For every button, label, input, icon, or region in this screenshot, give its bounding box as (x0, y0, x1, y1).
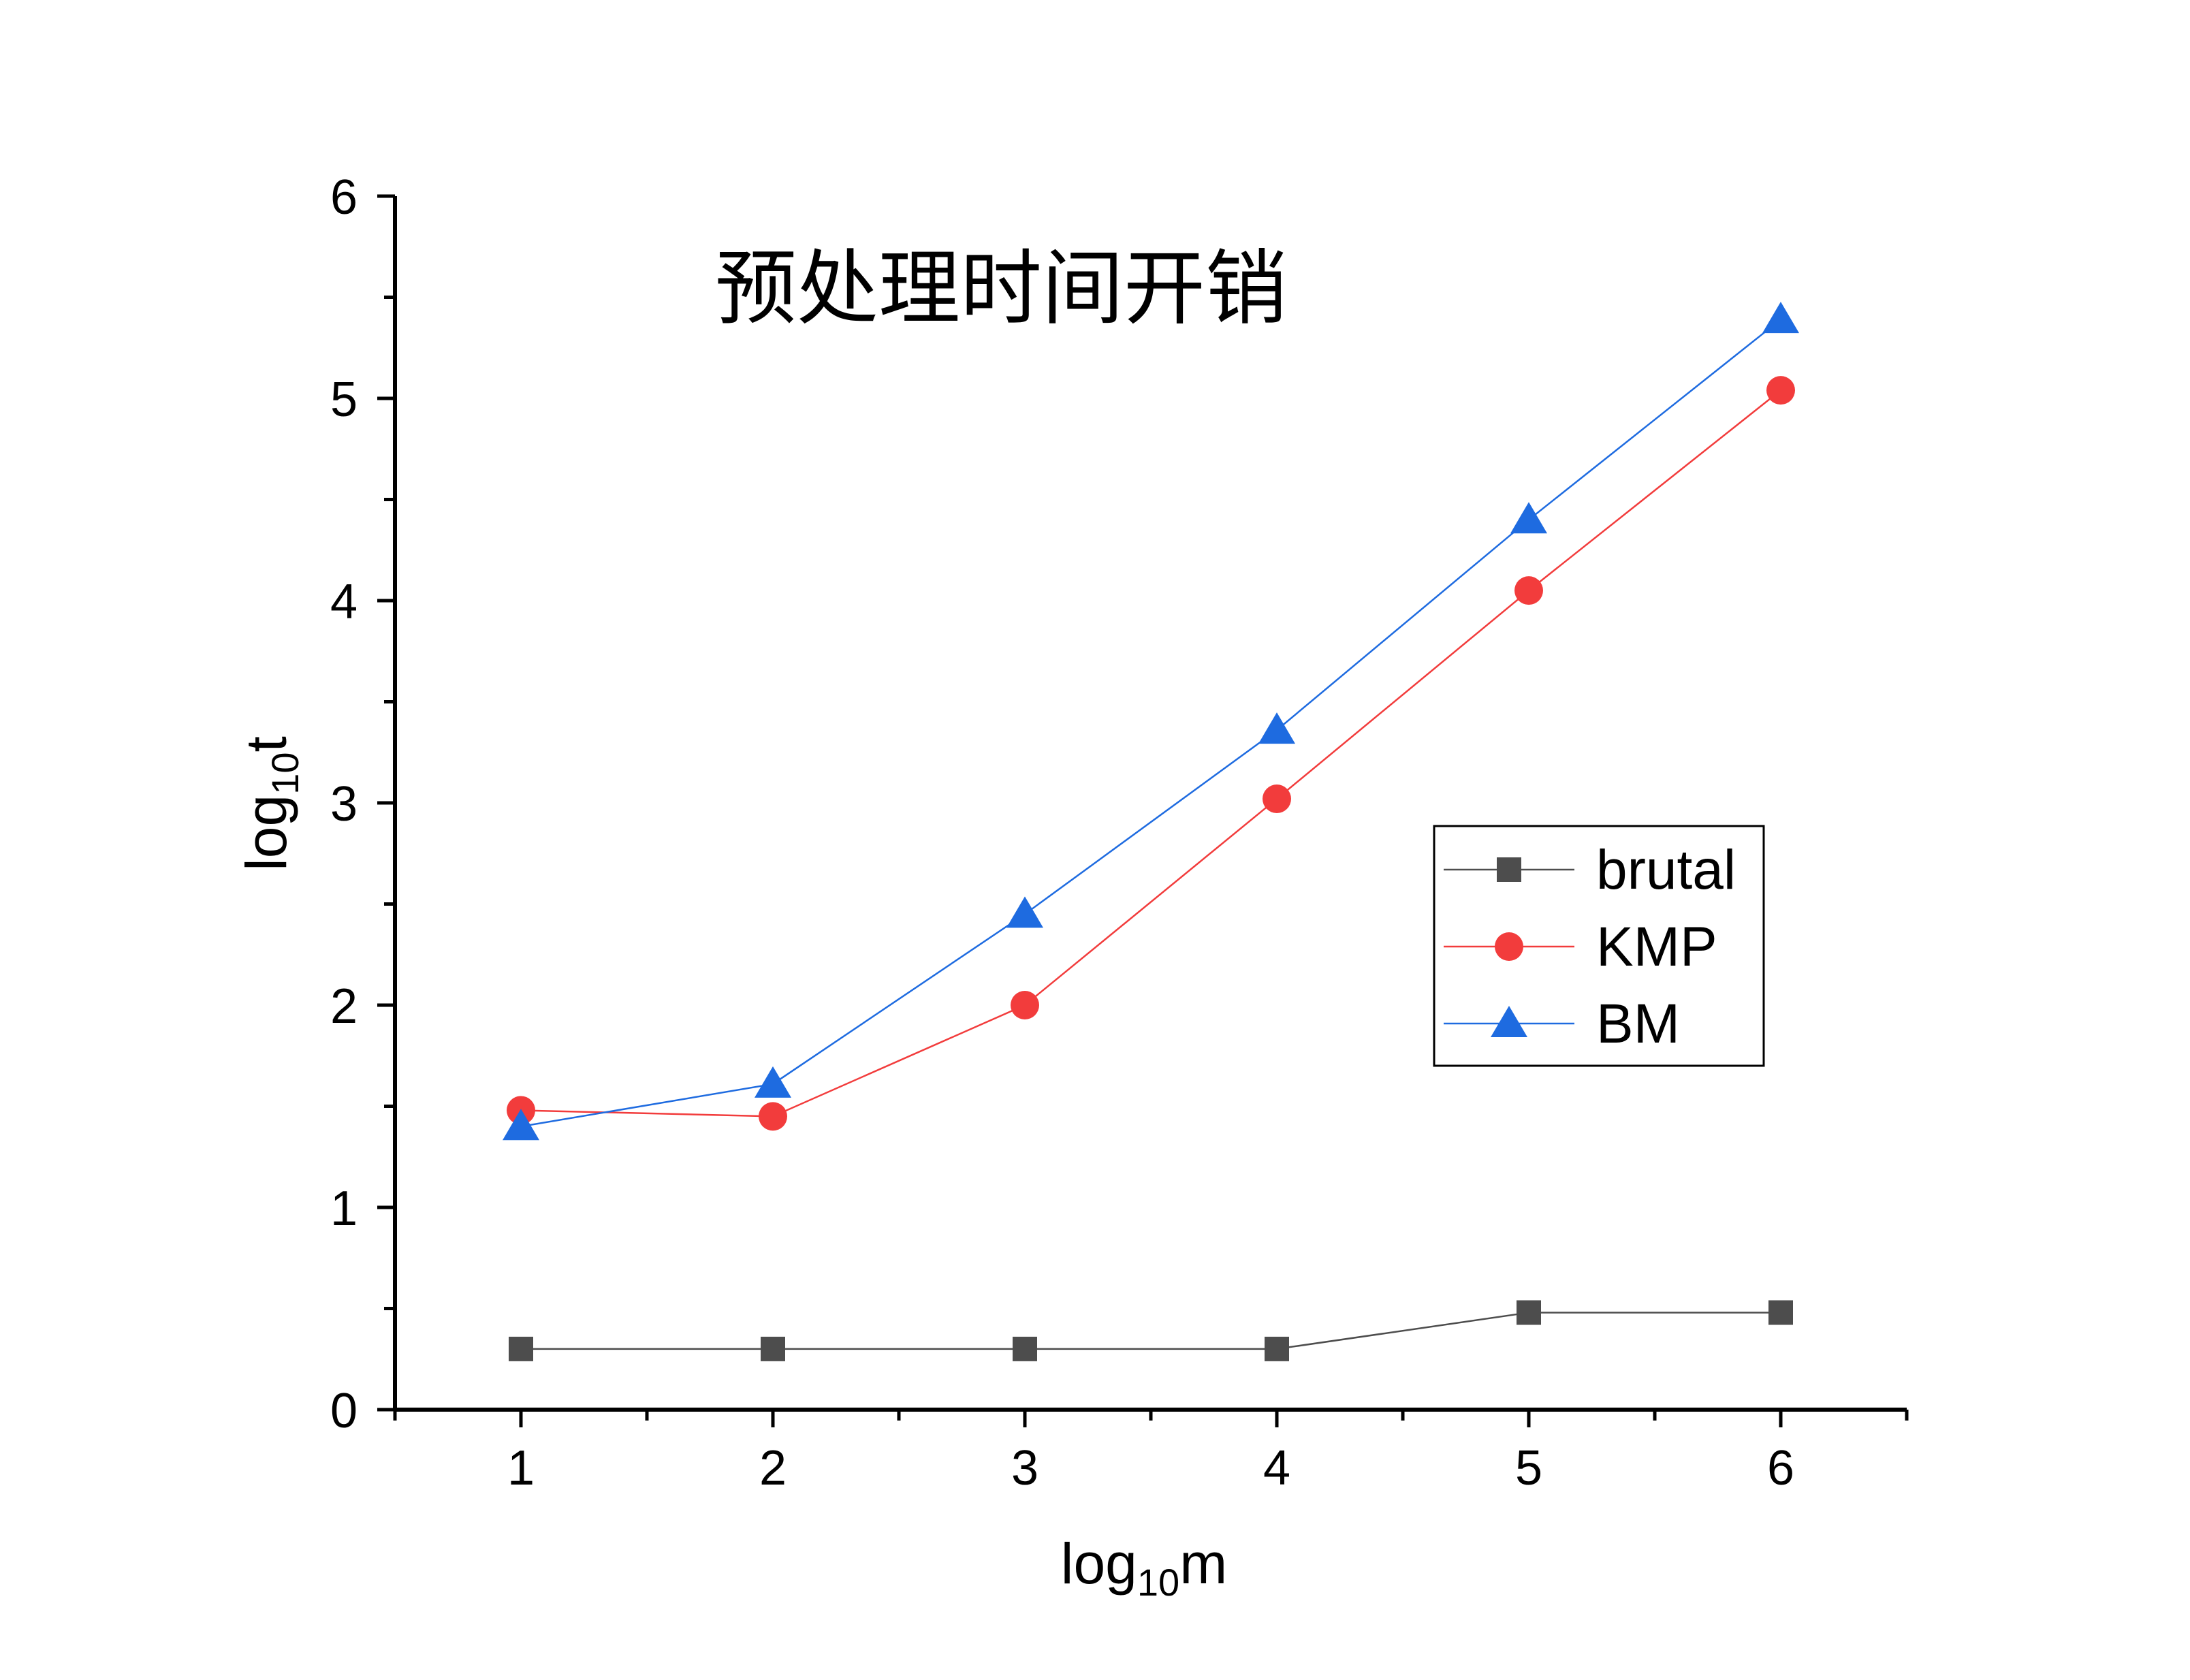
x-tick-label: 6 (1767, 1441, 1794, 1495)
series-bm (503, 302, 1799, 1141)
legend-marker (1497, 857, 1521, 882)
data-point (1258, 712, 1295, 744)
data-point (1013, 1336, 1037, 1361)
data-point (1768, 1300, 1793, 1325)
x-tick-label: 1 (507, 1441, 535, 1495)
y-tick-label: 3 (330, 777, 358, 831)
data-point (509, 1336, 533, 1361)
legend: brutal KMP BM (1433, 825, 1765, 1067)
series-layer (503, 302, 1799, 1361)
legend-label: BM (1596, 993, 1680, 1055)
data-point (1762, 302, 1799, 334)
data-point (761, 1336, 785, 1361)
chart-title: 预处理时间开销 (715, 242, 1287, 336)
legend-label: brutal (1596, 839, 1736, 901)
y-axis-label-main: log (234, 795, 298, 871)
y-tick-label: 0 (330, 1384, 358, 1438)
data-point (755, 1066, 791, 1098)
data-point (1006, 896, 1043, 928)
data-point (1265, 1336, 1289, 1361)
data-point (1263, 784, 1291, 814)
x-tick-label: 2 (759, 1441, 787, 1495)
legend-marker (1491, 1006, 1527, 1037)
data-point (1517, 1300, 1541, 1325)
data-point (1766, 376, 1795, 405)
data-point (1514, 576, 1543, 605)
series-line (521, 1312, 1781, 1350)
y-tick-label: 4 (330, 575, 358, 629)
y-tick-label: 5 (330, 373, 358, 427)
data-point (1011, 991, 1039, 1019)
y-tick-label: 1 (330, 1182, 358, 1236)
x-tick-label: 4 (1263, 1441, 1290, 1495)
x-axis-label-sub: 10 (1137, 1561, 1179, 1604)
y-tick-label: 2 (330, 979, 358, 1034)
y-axis-label: log10t (234, 736, 306, 871)
y-tick-label: 6 (330, 170, 358, 225)
legend-label: KMP (1596, 916, 1717, 978)
data-point (1510, 502, 1547, 534)
x-axis-label: log10m (1061, 1532, 1227, 1604)
series-brutal (509, 1300, 1793, 1361)
y-axis-label-tail: t (234, 736, 298, 752)
axes: 1 2 3 4 5 6 0 1 2 3 4 5 6 (330, 170, 1909, 1495)
legend-marker (1495, 932, 1523, 961)
series-kmp (507, 376, 1795, 1131)
x-tick-label: 5 (1515, 1441, 1542, 1495)
x-axis-label-tail: m (1179, 1532, 1227, 1596)
series-line (520, 319, 1781, 1128)
x-tick-label: 3 (1011, 1441, 1038, 1495)
y-axis-label-sub: 10 (264, 752, 306, 794)
series-line (520, 390, 1781, 1118)
data-point (503, 1109, 539, 1141)
data-point (759, 1102, 787, 1131)
x-axis-label-main: log (1061, 1532, 1137, 1596)
